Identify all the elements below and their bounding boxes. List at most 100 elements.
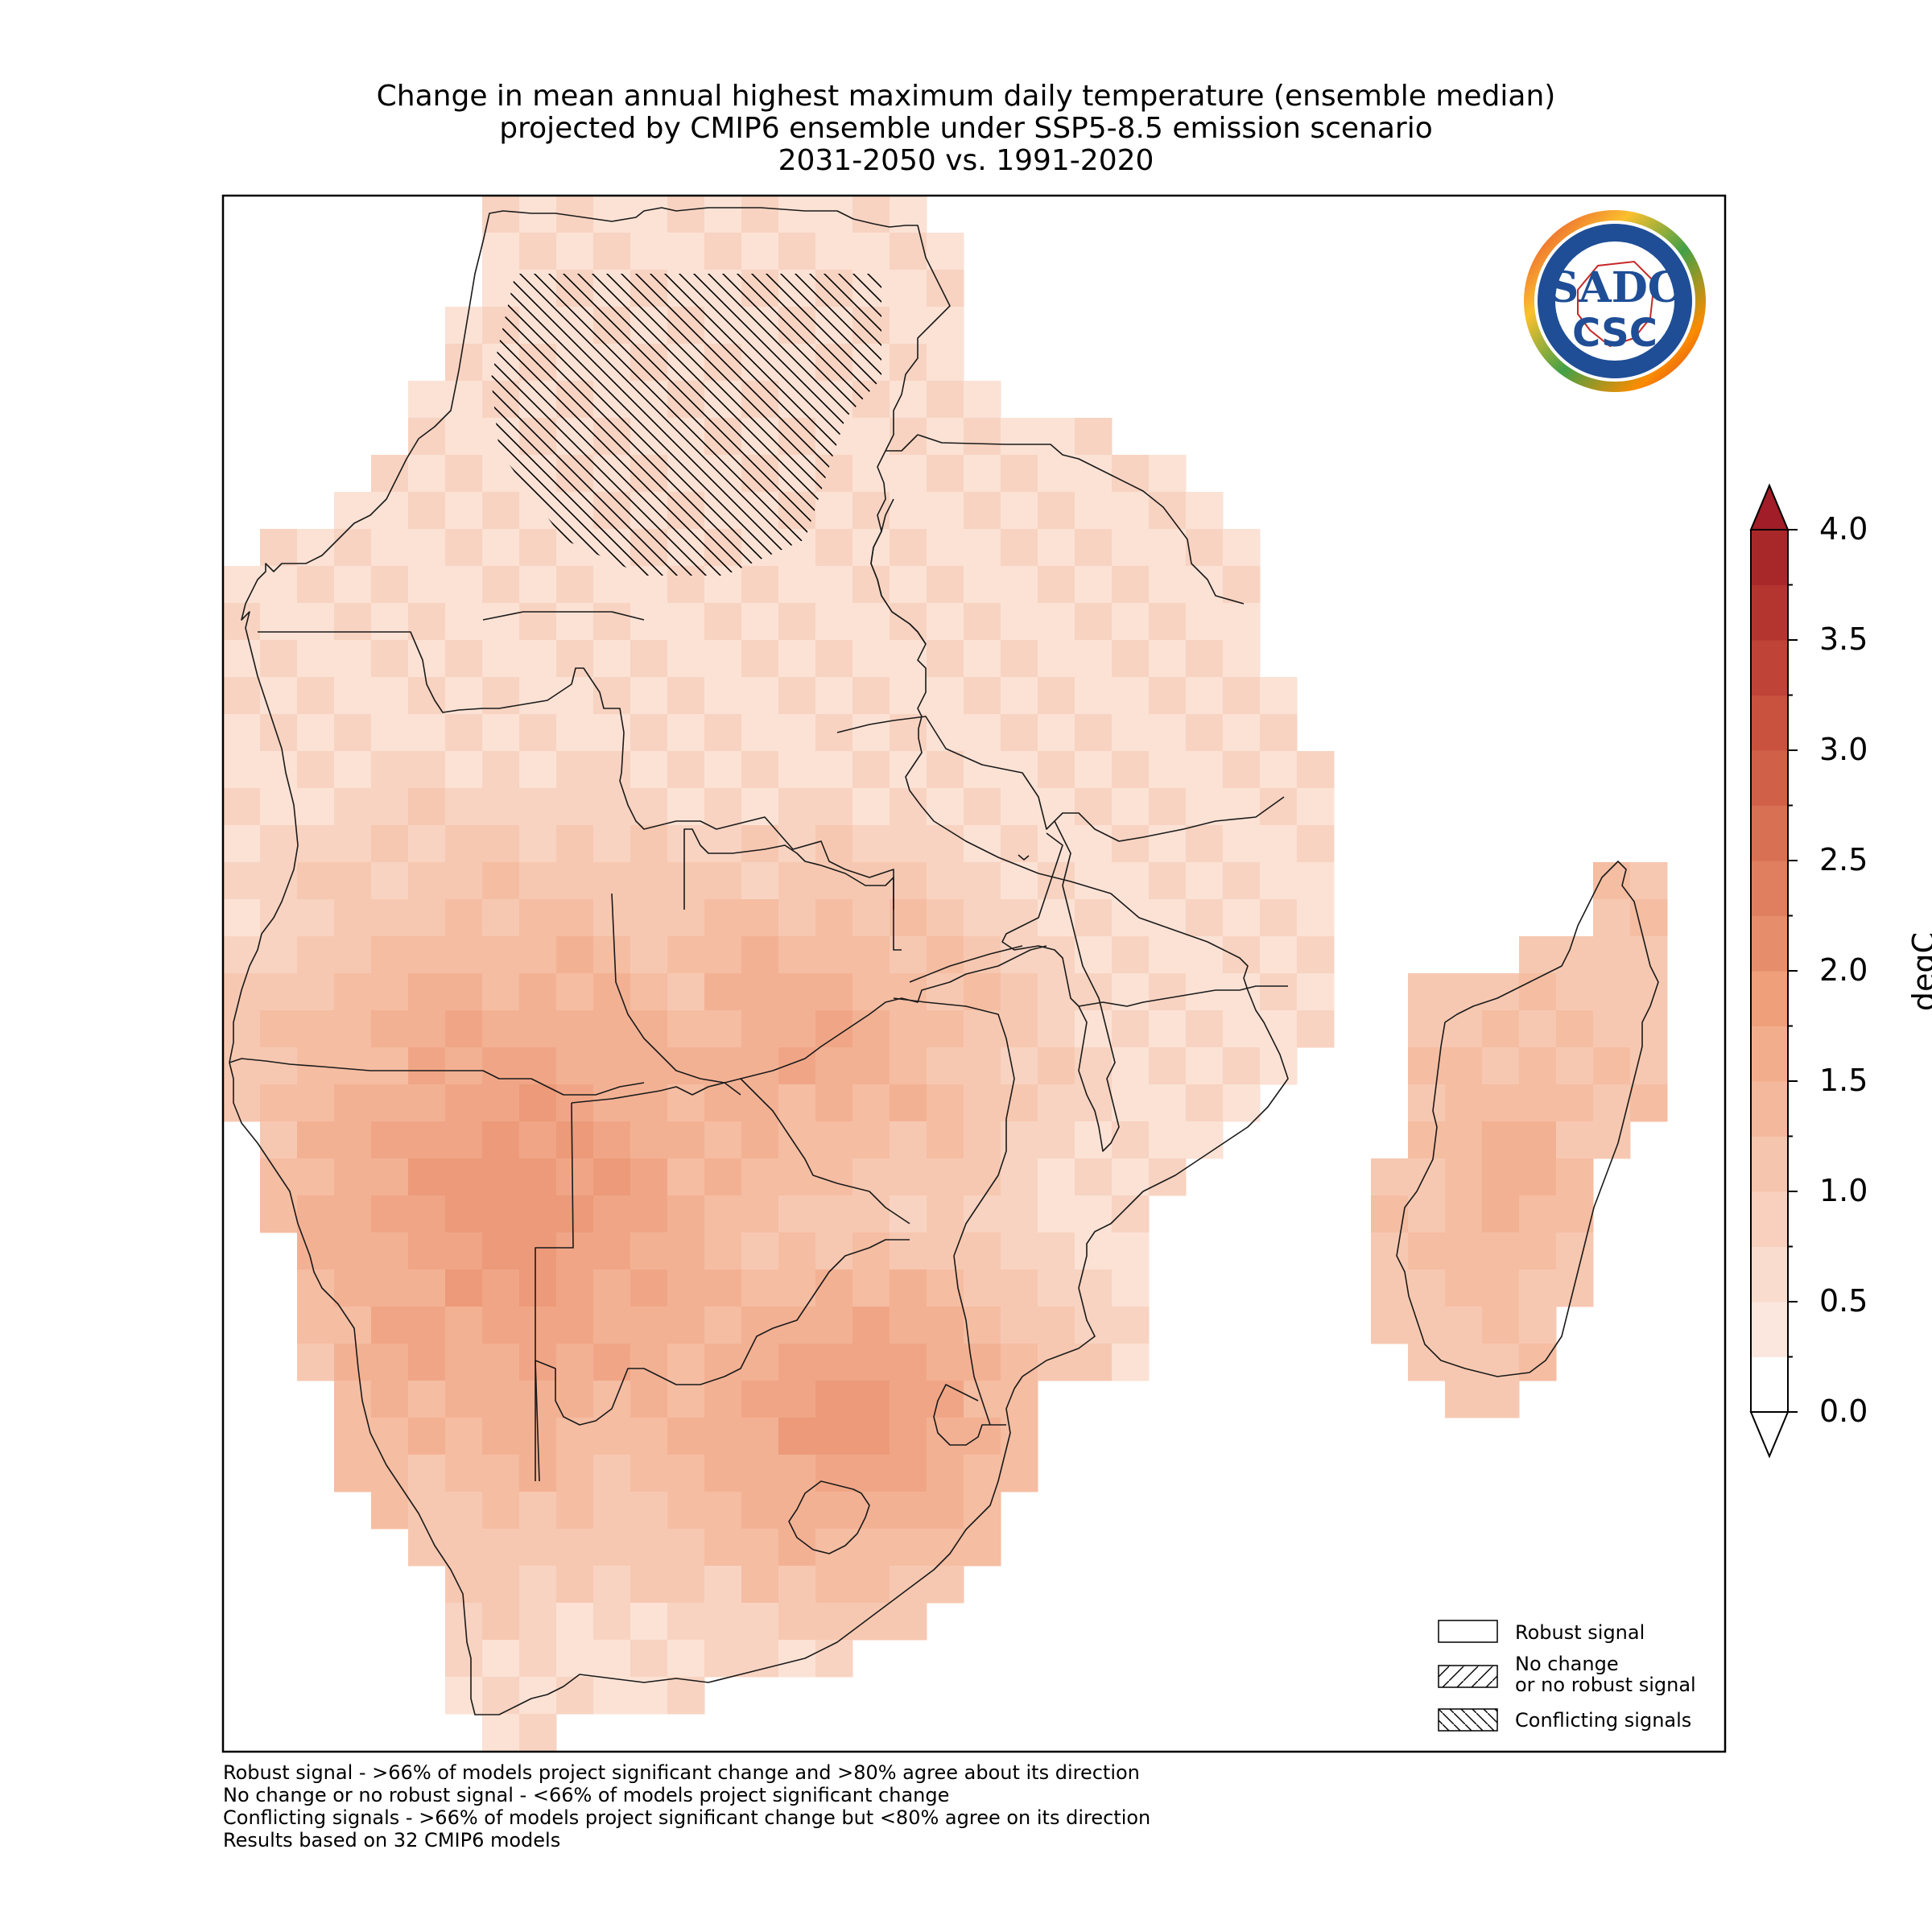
grid-cell — [1630, 1010, 1668, 1048]
grid-cell — [1038, 751, 1075, 789]
grid-cell — [1001, 677, 1038, 715]
grid-cell — [1593, 1010, 1631, 1048]
grid-cell — [852, 1047, 890, 1085]
grid-cell — [704, 1047, 742, 1085]
grid-cell — [964, 1455, 1001, 1492]
grid-cell — [297, 1084, 335, 1122]
grid-cell — [852, 714, 890, 752]
grid-cell — [852, 1381, 890, 1418]
grid-cell — [334, 899, 372, 937]
grid-cell — [1038, 1232, 1075, 1270]
grid-cell — [890, 1344, 927, 1381]
grid-cell — [408, 1269, 446, 1307]
grid-cell — [593, 714, 631, 752]
grid-cell — [1001, 492, 1038, 530]
colorbar — [1749, 483, 1798, 1459]
grid-cell — [1112, 1195, 1150, 1233]
grid-cell — [1445, 1232, 1483, 1270]
grid-cell — [593, 1603, 631, 1641]
grid-cell — [482, 640, 520, 678]
grid-cell — [741, 936, 779, 974]
grid-cell — [556, 1232, 594, 1270]
grid-cell — [519, 862, 557, 900]
grid-cell — [556, 788, 594, 826]
grid-cell — [223, 862, 261, 900]
grid-cell — [297, 566, 335, 604]
grid-cell — [704, 1492, 742, 1530]
grid-cell — [1223, 714, 1261, 752]
grid-cell — [667, 862, 705, 900]
grid-cell — [408, 751, 446, 789]
grid-cell — [964, 640, 1001, 678]
grid-cell — [704, 862, 742, 900]
grid-cell — [556, 233, 594, 270]
grid-cell — [371, 455, 409, 493]
grid-cell — [1149, 603, 1187, 641]
grid-cell — [1075, 751, 1113, 789]
grid-cell — [1593, 1121, 1631, 1159]
grid-cell — [741, 1232, 779, 1270]
grid-cell — [445, 714, 483, 752]
grid-cell — [482, 936, 520, 974]
grid-cell — [927, 1344, 964, 1381]
grid-cell — [815, 1381, 853, 1418]
border-zambia-botswana-zim — [611, 893, 910, 1224]
grid-cell — [482, 1344, 520, 1381]
grid-cell — [445, 1010, 483, 1048]
grid-cell — [852, 936, 890, 974]
grid-cell — [1112, 1269, 1150, 1307]
grid-cell — [1223, 1047, 1261, 1085]
grid-cell — [334, 640, 372, 678]
grid-cell — [1482, 1232, 1520, 1270]
colorbar-segment — [1751, 640, 1788, 696]
grid-cell — [1112, 529, 1150, 567]
grid-cell — [1186, 1010, 1224, 1048]
grid-cell — [704, 1529, 742, 1567]
grid-cell — [667, 640, 705, 678]
grid-cell — [852, 1084, 890, 1122]
grid-cell — [482, 1010, 520, 1048]
colorbar-segment — [1751, 915, 1788, 972]
grid-cell — [741, 1344, 779, 1381]
grid-cell — [1186, 640, 1224, 678]
grid-cell — [1149, 788, 1187, 826]
grid-cell — [556, 677, 594, 715]
grid-cell — [519, 1640, 557, 1678]
grid-cell — [334, 1121, 372, 1159]
colorbar-segment — [1751, 1026, 1788, 1082]
grid-cell — [260, 1121, 298, 1159]
grid-cell — [519, 936, 557, 974]
grid-cell — [556, 1492, 594, 1530]
grid-cell — [519, 1603, 557, 1641]
grid-cell — [964, 1084, 1001, 1122]
grid-cell — [890, 418, 927, 456]
grid-cell — [482, 1677, 520, 1715]
grid-cell — [667, 1640, 705, 1678]
grid-cell — [445, 1307, 483, 1344]
grid-cell — [741, 1269, 779, 1307]
grid-cell — [593, 1492, 631, 1530]
grid-cell — [482, 1121, 520, 1159]
colorbar-tick-5: 2.5 — [1819, 842, 1868, 877]
grid-cell — [482, 825, 520, 863]
grid-cell — [890, 270, 927, 308]
grid-cell — [260, 714, 298, 752]
grid-cell — [371, 1084, 409, 1122]
grid-cell — [704, 1418, 742, 1455]
grid-cell — [964, 788, 1001, 826]
grid-cell — [815, 973, 853, 1011]
grid-cell — [371, 566, 409, 604]
grid-cell — [1482, 1269, 1520, 1307]
grid-cell — [1371, 1158, 1409, 1196]
grid-cell — [593, 1344, 631, 1381]
grid-cell — [667, 1232, 705, 1270]
grid-cell — [1186, 1047, 1224, 1085]
grid-cell — [371, 1492, 409, 1530]
grid-cell — [1038, 899, 1075, 937]
grid-cell — [445, 1047, 483, 1085]
grid-cell — [1519, 1047, 1557, 1085]
grid-cell — [964, 1195, 1001, 1233]
grid-cell — [260, 640, 298, 678]
grid-cell — [1260, 936, 1298, 974]
legend-label-robust: Robust signal — [1515, 1621, 1645, 1644]
